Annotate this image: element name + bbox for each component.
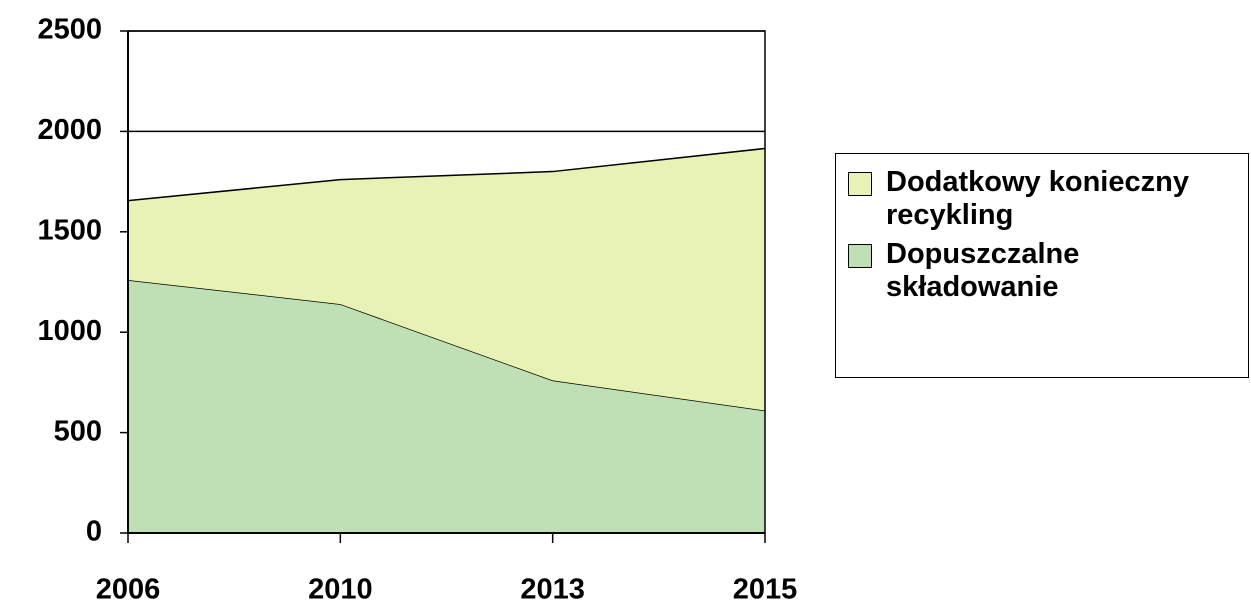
area-edge [127, 147, 766, 202]
x-tick-label: 2006 [96, 574, 161, 606]
x-tick-label: 2010 [308, 574, 373, 606]
y-tick-label: 1000 [37, 315, 102, 347]
y-tick-label: 500 [54, 415, 102, 447]
x-tick-label: 2015 [733, 574, 798, 606]
legend-entry: Dodatkowy konieczny recykling [848, 166, 1248, 232]
x-tick-label: 2013 [520, 574, 585, 606]
legend-entry: Dopuszczalne składowanie [848, 238, 1248, 304]
area [128, 279, 765, 533]
y-tick-label: 0 [86, 516, 102, 548]
area [128, 148, 765, 411]
legend-swatch [848, 244, 872, 268]
legend: Dodatkowy konieczny recykling Dopuszczaln… [835, 153, 1249, 378]
legend-label: Dodatkowy konieczny recykling [886, 166, 1189, 231]
legend-label: Dopuszczalne składowanie [886, 238, 1080, 303]
y-tick-label: 2500 [37, 14, 102, 46]
y-tick-label: 2000 [37, 114, 102, 146]
legend-swatch [848, 172, 872, 196]
plot-frame [128, 30, 766, 533]
y-tick-label: 1500 [37, 214, 102, 246]
